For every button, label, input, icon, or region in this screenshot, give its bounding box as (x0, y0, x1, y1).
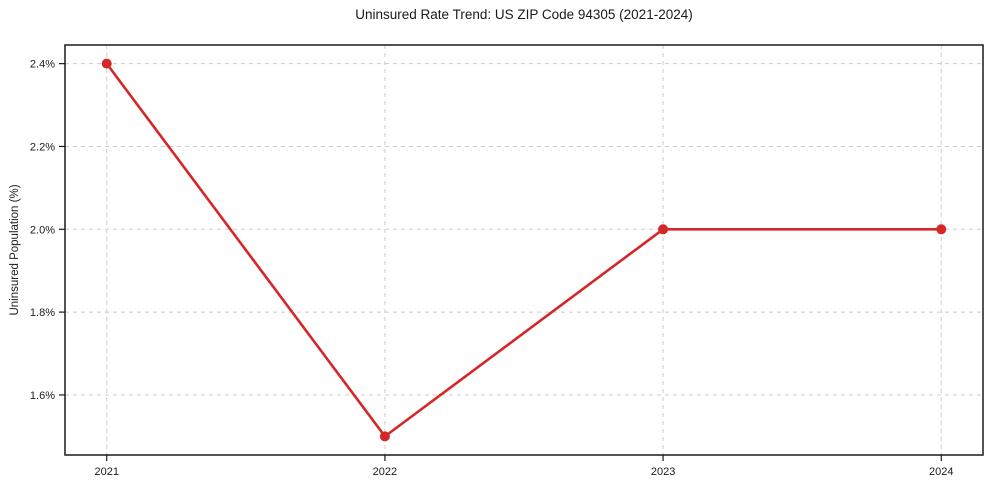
x-tick-label: 2024 (929, 466, 953, 478)
y-tick-label: 2.0% (30, 224, 55, 236)
plot-border (64, 44, 984, 456)
data-point-marker (658, 224, 669, 235)
data-point-marker (936, 224, 947, 235)
chart-title: Uninsured Rate Trend: US ZIP Code 94305 … (355, 7, 693, 22)
y-tick-label: 1.6% (30, 390, 55, 402)
data-point-marker (379, 431, 390, 442)
y-tick-label: 2.2% (30, 141, 55, 153)
x-tick-label: 2021 (94, 466, 118, 478)
x-tick-label: 2023 (651, 466, 675, 478)
y-tick-label: 1.8% (30, 307, 55, 319)
y-tick-label: 2.4% (30, 59, 55, 71)
trend-line (105, 62, 943, 438)
x-tick-label: 2022 (373, 466, 397, 478)
data-point-marker (101, 58, 112, 69)
